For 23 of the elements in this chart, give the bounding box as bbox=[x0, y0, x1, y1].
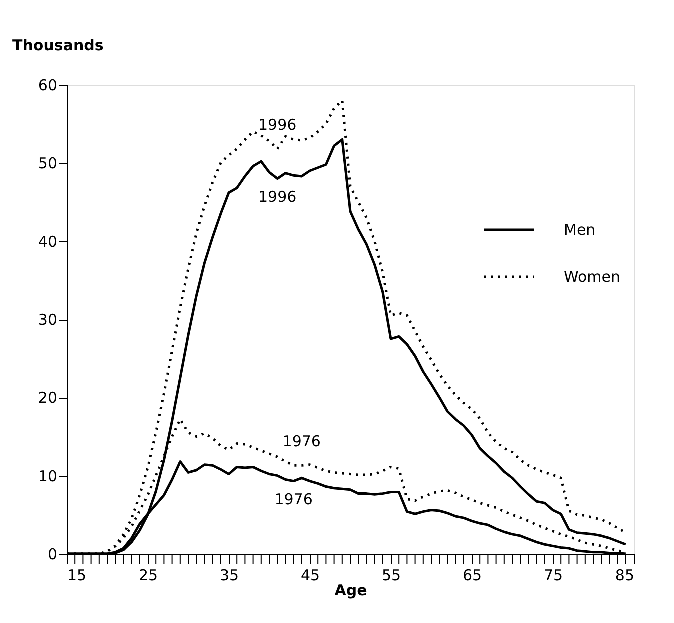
annotation: 1976 bbox=[274, 490, 313, 508]
x-tick-label: 45 bbox=[300, 566, 320, 584]
y-tick-label: 60 bbox=[38, 76, 58, 94]
x-tick-label: 55 bbox=[382, 566, 402, 584]
x-tick-label: 25 bbox=[138, 566, 158, 584]
legend-label: Men bbox=[564, 221, 596, 239]
y-axis-title: Thousands bbox=[12, 36, 104, 54]
annotation: 1976 bbox=[282, 432, 321, 451]
x-tick-label: 35 bbox=[220, 566, 240, 584]
y-tick-label: 50 bbox=[38, 154, 58, 173]
y-tick-label: 40 bbox=[38, 232, 58, 251]
x-tick-label: 65 bbox=[462, 566, 482, 584]
x-tick-label: 15 bbox=[68, 566, 87, 584]
annotation: 1996 bbox=[258, 188, 297, 206]
y-tick-label: 20 bbox=[38, 389, 58, 408]
legend-label: Women bbox=[564, 268, 620, 286]
y-tick-label: 10 bbox=[38, 467, 58, 486]
annotation: 1996 bbox=[258, 116, 297, 134]
y-tick-label: 30 bbox=[38, 311, 58, 329]
x-tick-label: 75 bbox=[544, 566, 564, 584]
x-tick-label: 85 bbox=[615, 566, 634, 584]
y-tick-label: 0 bbox=[48, 546, 58, 564]
x-axis-title: Age bbox=[334, 582, 368, 600]
